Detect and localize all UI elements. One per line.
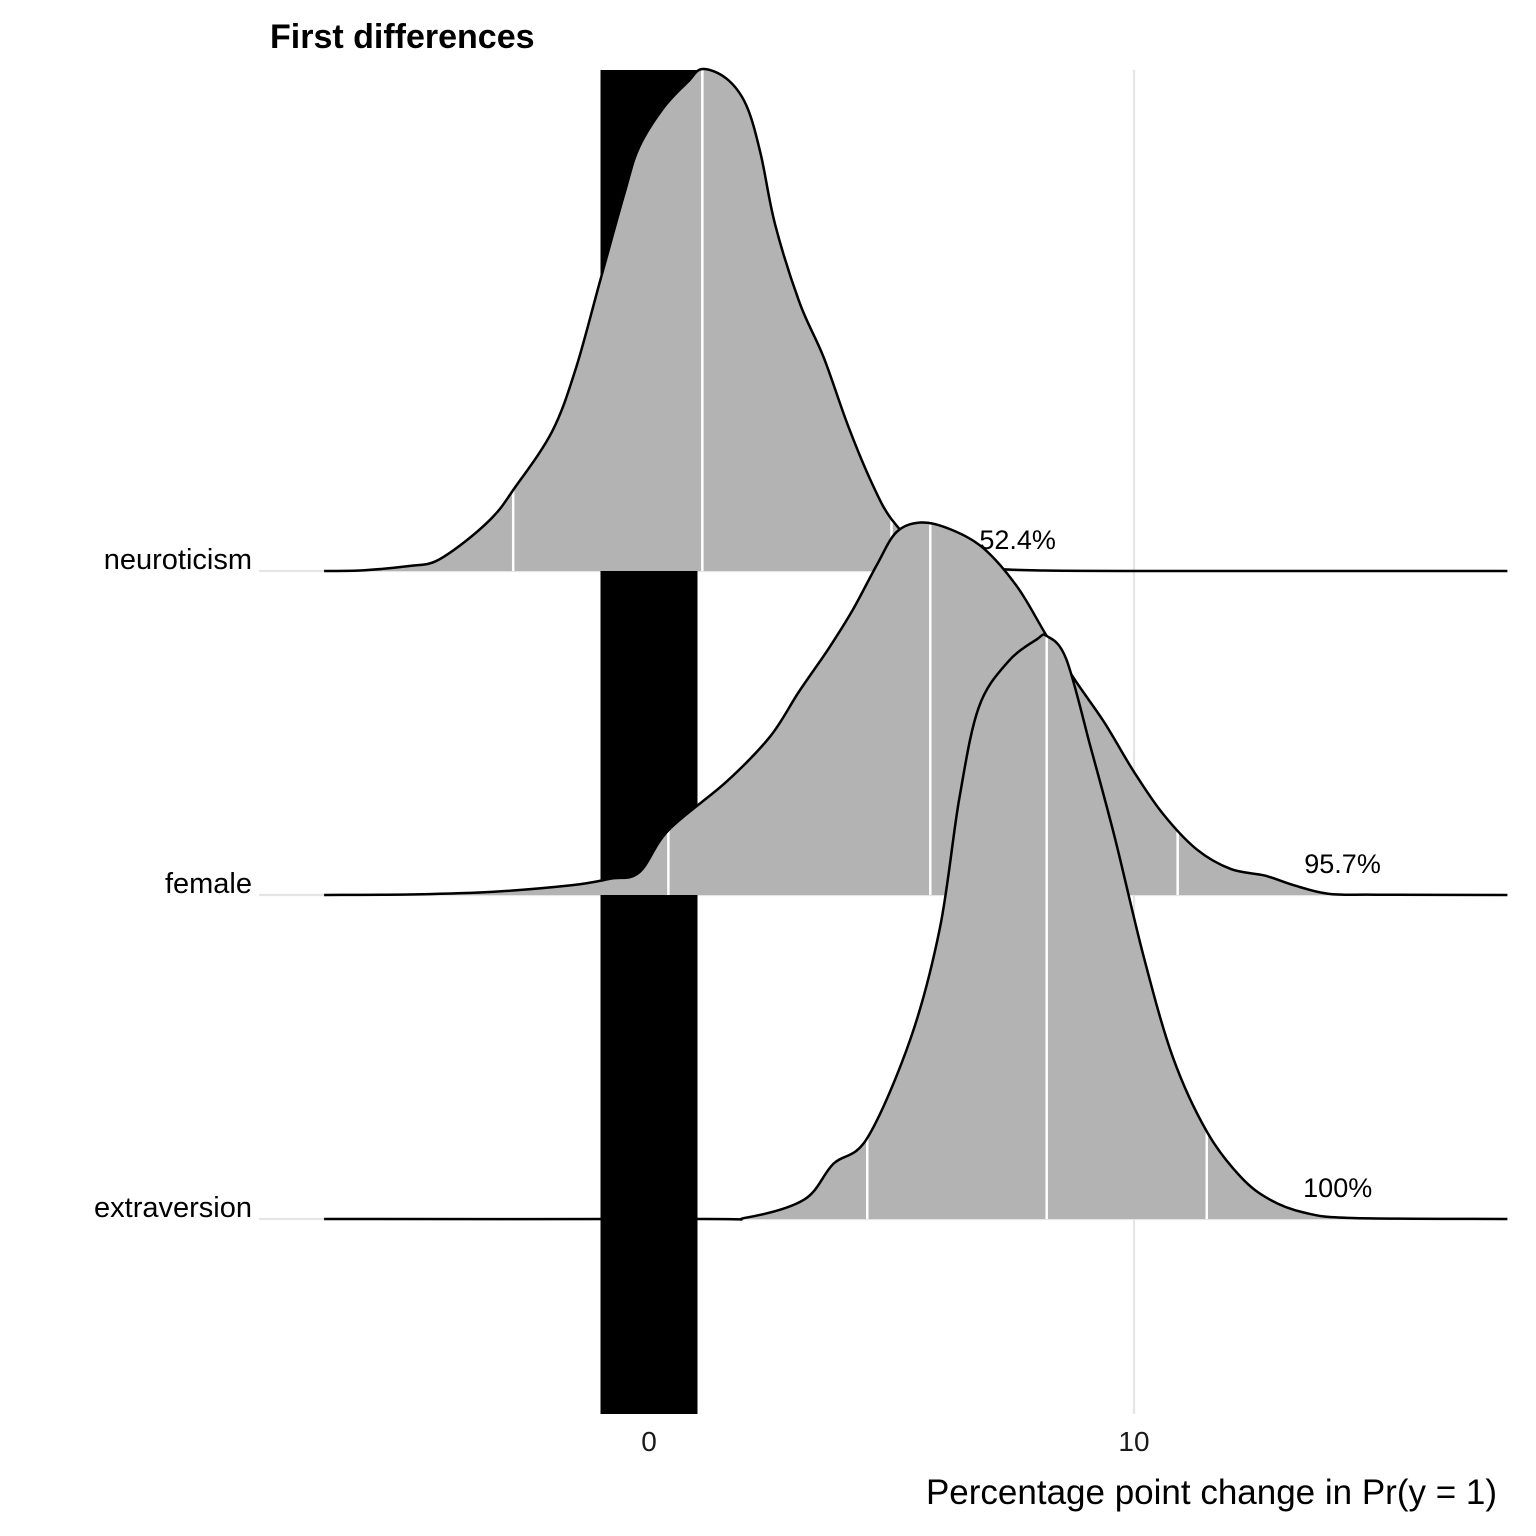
density-outline-neuroticism [324, 67, 1508, 573]
density-extraversion [324, 633, 1508, 1221]
y-tick-label-neuroticism: neuroticism [104, 544, 252, 576]
density-layer [324, 67, 1508, 1221]
chart-title: First differences [270, 18, 535, 56]
density-fill-neuroticism [324, 68, 1508, 572]
percent-label-neuroticism: 52.4% [979, 525, 1056, 555]
percent-label-female: 95.7% [1304, 849, 1381, 879]
label-layer: neuroticism 52.4% female 95.7% extraversion 1… [94, 525, 1381, 1457]
density-fill-female [324, 522, 1508, 895]
x-tick-label-0: 0 [641, 1426, 657, 1457]
x-axis-title: Percentage point change in Pr(y = 1) [926, 1473, 1497, 1512]
density-outline-extraversion [324, 633, 1508, 1221]
density-outline-female [324, 521, 1508, 897]
density-neuroticism [324, 67, 1508, 573]
x-tick-label-10: 10 [1118, 1426, 1149, 1457]
percent-label-extraversion: 100% [1303, 1173, 1372, 1203]
density-female [324, 521, 1508, 897]
density-fill-extraversion [324, 634, 1508, 1220]
y-tick-label-extraversion: extraversion [94, 1192, 252, 1224]
y-tick-label-female: female [165, 868, 252, 900]
